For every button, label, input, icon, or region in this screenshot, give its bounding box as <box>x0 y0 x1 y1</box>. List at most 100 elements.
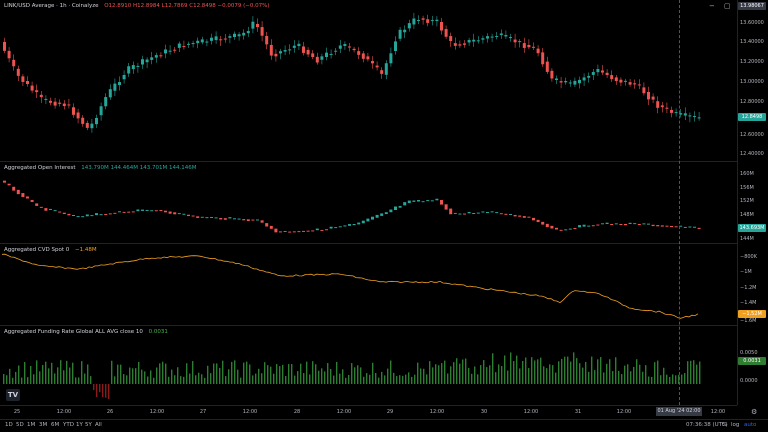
funding-bar <box>582 367 584 384</box>
funding-bar <box>408 372 410 384</box>
funding-bar <box>462 359 464 384</box>
funding-bar <box>114 376 116 384</box>
funding-bar <box>270 366 272 384</box>
oi-candle <box>131 211 135 213</box>
oi-candle <box>173 212 177 215</box>
range-3m[interactable]: 3M <box>39 422 48 428</box>
funding-bar <box>213 363 215 384</box>
oi-candle <box>256 219 259 221</box>
oi-tick: 144M <box>740 236 754 242</box>
price-pane[interactable] <box>0 0 737 160</box>
funding-bar <box>66 360 68 384</box>
range-1y[interactable]: 1Y <box>76 422 83 428</box>
pane-separator[interactable] <box>0 325 737 326</box>
funding-bar <box>621 374 623 384</box>
funding-bar <box>201 374 203 384</box>
funding-bar <box>693 360 695 384</box>
minus-icon[interactable]: − <box>709 2 715 10</box>
range-5d[interactable]: 5D <box>16 422 24 428</box>
funding-bar <box>438 365 440 384</box>
last-price-tag: 12.8498 <box>738 113 766 121</box>
oi-candle <box>564 229 568 231</box>
oi-candle <box>3 180 6 183</box>
price-axis[interactable] <box>737 0 768 405</box>
oi-candle <box>265 223 269 227</box>
auto-toggle[interactable]: auto <box>744 422 757 428</box>
oi-candle <box>122 211 126 213</box>
ohlc-values: O12.8910 H12.8984 L12.7869 C12.8498 −0.0… <box>104 3 270 9</box>
funding-bar <box>108 384 110 400</box>
crosshair-time-tag: 01 Aug '24 02:00 <box>656 407 702 416</box>
funding-bar <box>510 352 512 384</box>
funding-bar <box>405 374 407 384</box>
oi-candle <box>624 224 627 226</box>
oi-candle <box>223 218 227 220</box>
funding-bar <box>105 384 107 398</box>
funding-tick: 0.0050 <box>740 350 758 356</box>
funding-bar <box>276 364 278 384</box>
oi-candle <box>338 226 342 228</box>
funding-bar <box>126 375 128 384</box>
oi-candle <box>283 230 287 232</box>
funding-bar <box>99 384 101 393</box>
time-tick: 25 <box>13 409 21 415</box>
funding-bar <box>483 360 485 384</box>
tv-logo-icon[interactable]: TV <box>6 389 20 401</box>
oi-candle <box>329 226 333 229</box>
time-axis[interactable] <box>0 405 737 420</box>
log-toggle[interactable]: log <box>731 422 740 428</box>
oi-label: Aggregated Open Interest 143.790M 144.46… <box>4 165 197 171</box>
funding-bar <box>111 360 113 384</box>
funding-bar <box>3 374 5 384</box>
utc-clock[interactable]: 07:36:38 (UTC) <box>686 422 728 428</box>
oi-candle <box>315 228 319 231</box>
oi-candle <box>311 230 315 232</box>
funding-bar <box>207 365 209 384</box>
funding-bar <box>567 356 569 384</box>
funding-bar <box>627 364 629 384</box>
pane-separator[interactable] <box>0 161 737 162</box>
funding-bar <box>396 376 398 384</box>
funding-bar <box>312 361 314 384</box>
pane-separator[interactable] <box>0 243 737 244</box>
oi-candle <box>435 198 439 201</box>
funding-bar <box>624 365 626 384</box>
oi-candle <box>49 208 52 210</box>
cvd-pane[interactable] <box>0 244 737 324</box>
funding-bar <box>555 372 557 384</box>
range-1d[interactable]: 1D <box>5 422 13 428</box>
funding-pane[interactable] <box>0 326 737 405</box>
oi-candle <box>26 196 29 199</box>
oi-candle <box>499 213 503 215</box>
funding-bar <box>420 368 422 384</box>
range-1m[interactable]: 1M <box>27 422 36 428</box>
oi-pane[interactable] <box>0 162 737 242</box>
range-all[interactable]: All <box>95 422 102 428</box>
funding-bar <box>534 360 536 384</box>
oi-tick: 148M <box>740 212 754 218</box>
funding-bar <box>630 371 632 384</box>
oi-candle <box>72 215 75 216</box>
funding-bar <box>42 365 44 384</box>
oi-candle <box>375 214 379 218</box>
funding-bar <box>234 360 236 384</box>
range-ytd[interactable]: YTD <box>63 422 74 428</box>
funding-bar <box>435 364 437 384</box>
funding-bar <box>543 366 545 384</box>
bottom-toolbar <box>0 419 768 432</box>
funding-bar <box>588 371 590 384</box>
funding-bar <box>216 363 218 384</box>
oi-candle <box>182 213 186 215</box>
oi-candle <box>541 221 545 225</box>
funding-bar <box>642 371 644 384</box>
funding-bar <box>132 368 134 384</box>
funding-bar <box>492 353 494 384</box>
fullscreen-icon[interactable]: ▢ <box>724 2 731 10</box>
range-5y[interactable]: 5Y <box>85 422 92 428</box>
gear-icon[interactable]: ⚙ <box>751 408 758 416</box>
funding-bar <box>339 373 341 384</box>
range-6m[interactable]: 6M <box>51 422 60 428</box>
funding-bar <box>600 357 602 384</box>
oi-candle <box>633 223 637 225</box>
percent-toggle[interactable]: % <box>722 422 728 428</box>
